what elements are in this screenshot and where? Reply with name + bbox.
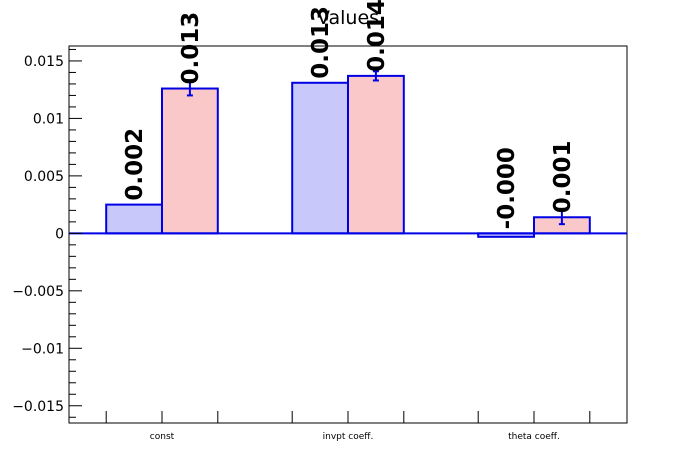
x-category-label: invpt coeff. — [323, 432, 374, 442]
chart-title: Values — [317, 7, 379, 29]
bar-value-label: 0.014 — [364, 0, 390, 72]
y-tick-label: 0.01 — [33, 111, 64, 127]
y-tick-label: −0.005 — [12, 284, 64, 300]
bar-value-label: 0.001 — [550, 140, 576, 213]
y-tick-label: −0.01 — [21, 341, 64, 357]
x-category-label: theta coeff. — [508, 432, 560, 442]
bar — [161, 87, 219, 235]
bar — [105, 203, 163, 235]
bar — [347, 74, 405, 235]
y-tick-label: −0.015 — [12, 399, 64, 415]
bar-value-label: 0.002 — [122, 128, 148, 201]
bar-value-label: 0.013 — [308, 6, 334, 79]
x-category-label: const — [150, 432, 175, 442]
bar — [291, 81, 350, 235]
bar-value-label: -0.000 — [494, 147, 520, 229]
bar-value-label: 0.013 — [178, 12, 204, 85]
y-tick-label: 0 — [55, 226, 64, 242]
y-tick-label: 0.015 — [24, 54, 64, 70]
y-tick-label: 0.005 — [24, 169, 64, 185]
